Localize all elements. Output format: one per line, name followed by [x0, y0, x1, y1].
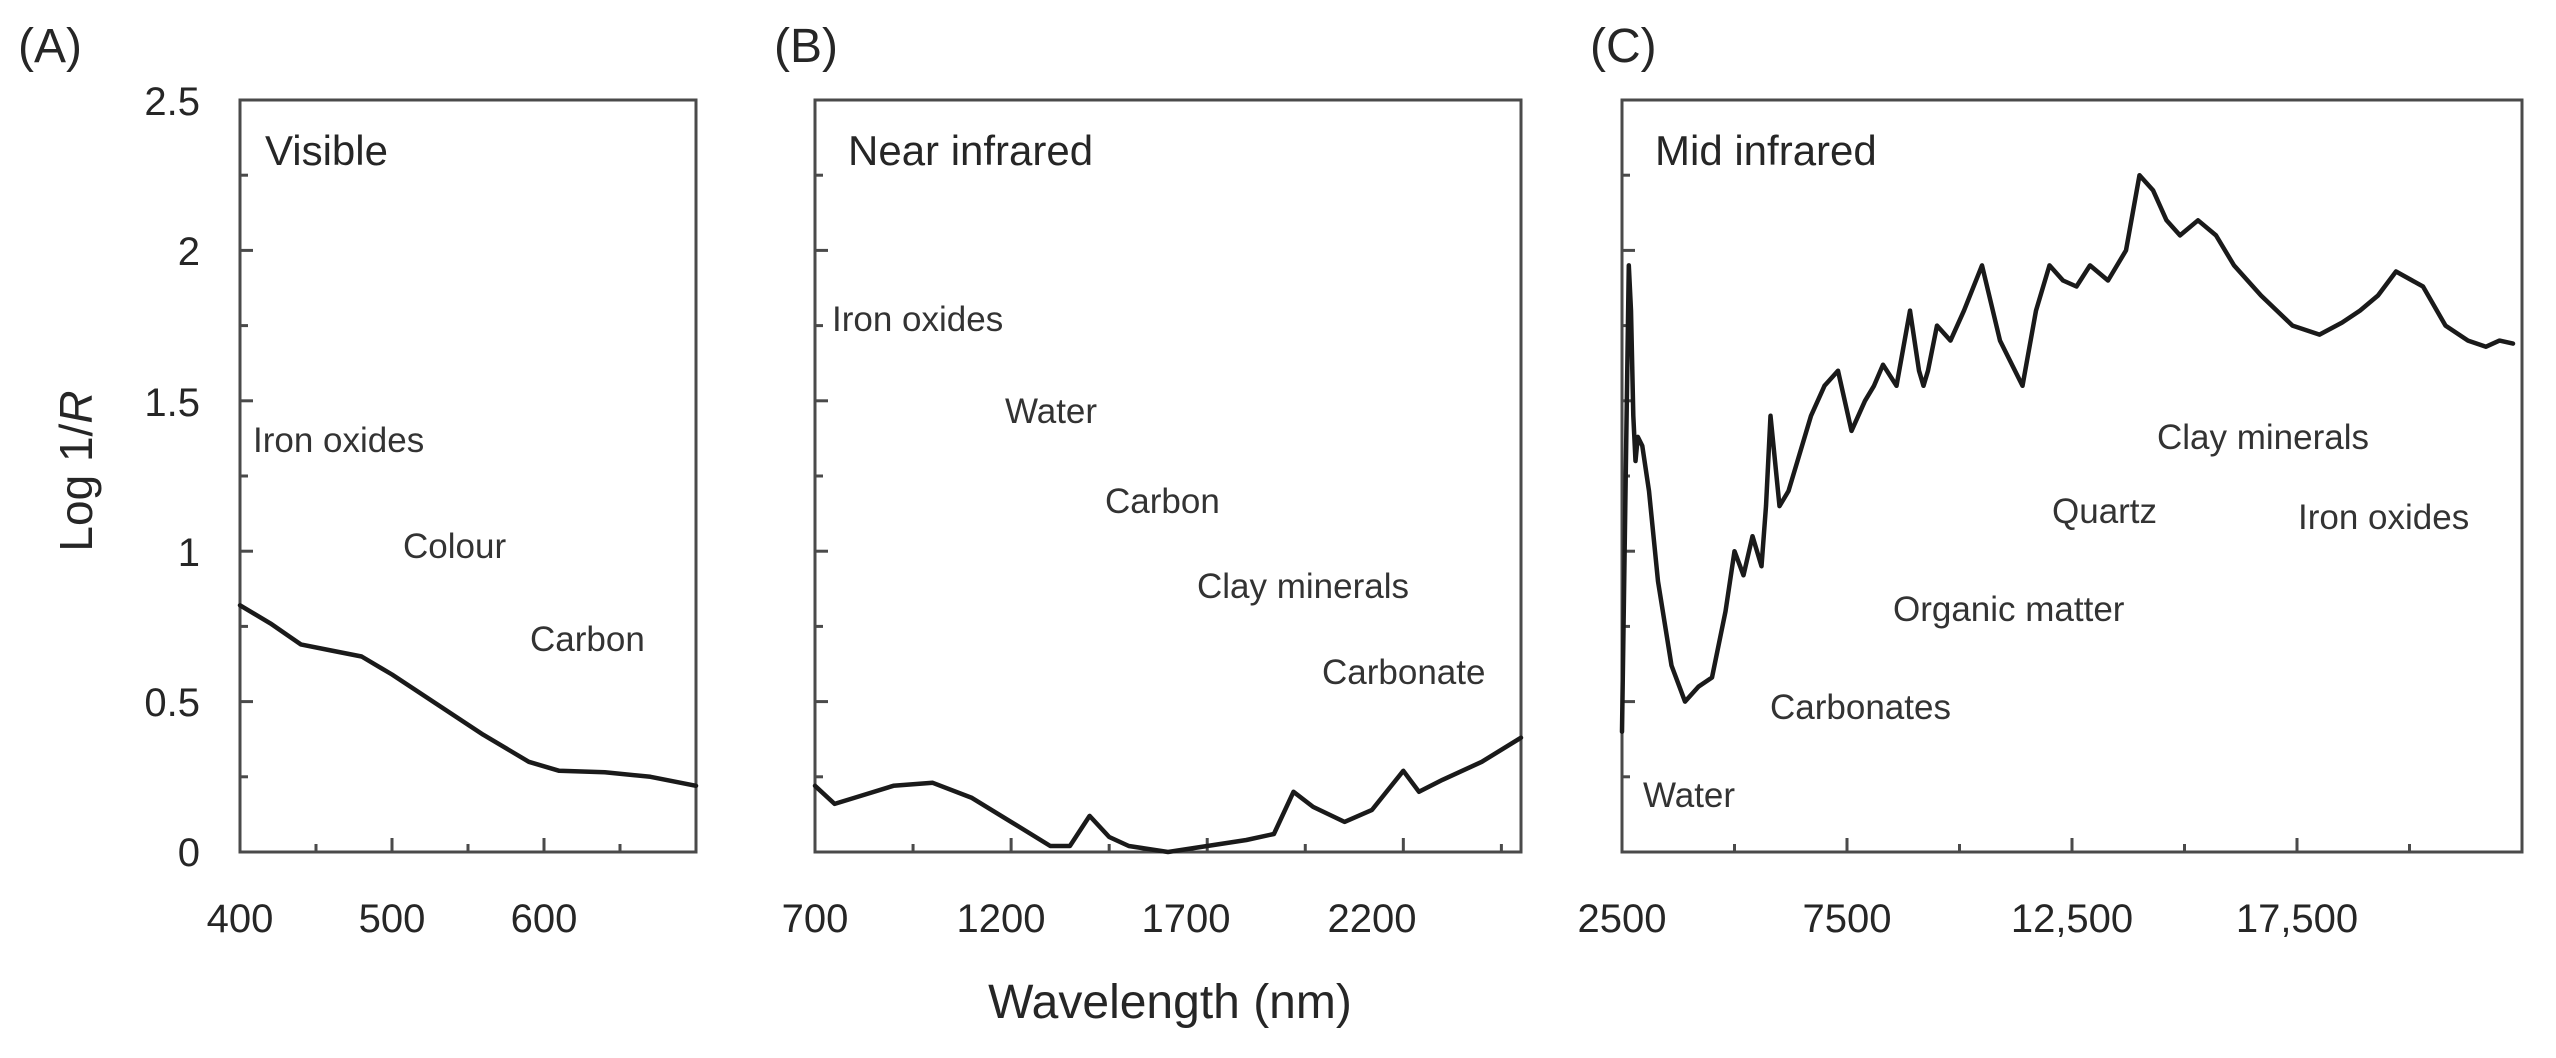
spectrum-line-visible — [237, 603, 699, 789]
y-tick-label: 0 — [178, 831, 200, 875]
region-label-mid-infrared: Mid infrared — [1655, 127, 1877, 174]
panel-label-c: (C) — [1590, 20, 1657, 73]
annotation-iron-oxides: Iron oxides — [253, 421, 424, 460]
annotation-carbon: Carbon — [530, 620, 645, 659]
ticks-a — [238, 98, 698, 854]
annotation-clay-minerals: Clay minerals — [1197, 567, 1409, 606]
plot-area-b — [812, 98, 1524, 855]
y-axis-label: Log 1/R — [50, 390, 102, 551]
x-tick-label: 2200 — [1328, 897, 1417, 941]
y-tick-label: 2.5 — [144, 80, 200, 124]
panel-c: (C) 2500 7500 12,500 17,500 Mid infrared… — [988, 20, 2524, 1029]
x-tick-label: 2500 — [1578, 897, 1667, 941]
ticks-b — [813, 98, 1503, 854]
panel-label-a: (A) — [18, 20, 82, 73]
y-tick-label: 0.5 — [144, 681, 200, 725]
x-tick-label: 7500 — [1803, 897, 1892, 941]
ticks-c — [1620, 98, 2524, 854]
annotations-a: Iron oxides Colour Carbon — [253, 421, 645, 659]
y-tick-labels: 0 0.5 1 1.5 2 2.5 — [144, 80, 200, 875]
annotation-carbon: Carbon — [1105, 482, 1220, 521]
annotation-clay-minerals: Clay minerals — [2157, 418, 2369, 457]
x-tick-label: 12,500 — [2011, 897, 2133, 941]
panel-label-b: (B) — [774, 20, 838, 73]
spectrum-line-near-infrared — [812, 735, 1524, 855]
y-tick-label: 1 — [178, 531, 200, 575]
y-tick-label: 1.5 — [144, 381, 200, 425]
x-tick-label: 400 — [207, 897, 274, 941]
x-tick-label: 700 — [782, 897, 849, 941]
annotation-colour: Colour — [403, 527, 506, 566]
x-tick-label: 17,500 — [2236, 897, 2358, 941]
plot-frame-b — [813, 98, 1523, 854]
plot-frame-c — [1620, 98, 2524, 854]
annotation-water: Water — [1643, 776, 1735, 815]
spectrum-line-mid-infrared — [1619, 172, 2516, 734]
annotation-iron-oxides: Iron oxides — [832, 300, 1003, 339]
x-tick-labels-b: 700 1200 1700 2200 — [782, 897, 1417, 941]
x-tick-label: 1200 — [957, 897, 1046, 941]
annotation-quartz: Quartz — [2052, 492, 2157, 531]
region-label-visible: Visible — [265, 127, 388, 174]
annotation-carbonate: Carbonate — [1322, 653, 1485, 692]
x-tick-labels-a: 400 500 600 — [207, 897, 578, 941]
x-tick-label: 500 — [359, 897, 426, 941]
panel-a: (A) Log 1/R 0 0.5 1 1.5 2 2.5 400 500 60… — [18, 20, 699, 941]
annotation-carbonates: Carbonates — [1770, 688, 1951, 727]
annotations-c: Water Carbonates Organic matter Quartz C… — [1643, 418, 2469, 815]
annotation-water: Water — [1005, 392, 1097, 431]
annotation-organic-matter: Organic matter — [1893, 590, 2125, 629]
x-tick-label: 600 — [511, 897, 578, 941]
x-axis-label: Wavelength (nm) — [988, 976, 1352, 1029]
y-tick-label: 2 — [178, 230, 200, 274]
plot-frame-a — [238, 98, 698, 854]
plot-area-c — [1619, 98, 2524, 854]
x-tick-labels-c: 2500 7500 12,500 17,500 — [1578, 897, 2359, 941]
region-label-near-infrared: Near infrared — [848, 127, 1093, 174]
annotation-iron-oxides: Iron oxides — [2298, 498, 2469, 537]
panel-b: (B) 700 1200 1700 2200 Near infrared Iro… — [774, 20, 1524, 941]
plot-area-a — [237, 98, 699, 854]
x-tick-label: 1700 — [1142, 897, 1231, 941]
annotations-b: Iron oxides Water Carbon Clay minerals C… — [832, 300, 1485, 692]
